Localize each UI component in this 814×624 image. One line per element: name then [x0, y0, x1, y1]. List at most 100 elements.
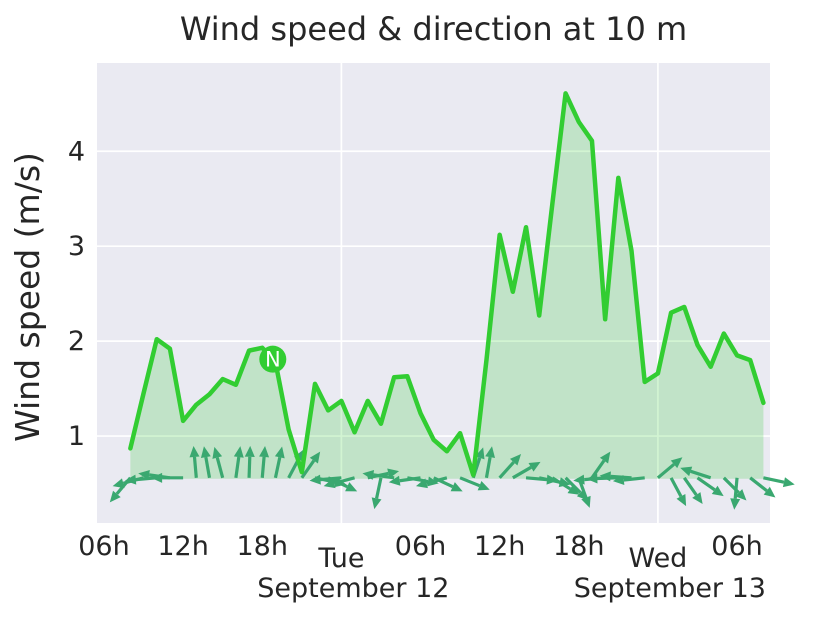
wind-arrow-head [309, 474, 321, 485]
wind-arrow-head [151, 472, 163, 483]
wind-arrow-shaft [320, 476, 342, 482]
x-tick-label: 06h [78, 531, 129, 562]
wind-arrow-head [735, 489, 747, 501]
wind-direction-arrow [273, 446, 285, 479]
x-tick-label: 18h [553, 531, 604, 562]
wind-direction-arrow [212, 446, 225, 479]
wind-direction-arrow [656, 457, 683, 480]
wind-arrow-shaft [696, 476, 716, 492]
wind-direction-arrow [612, 475, 645, 485]
wind-direction-arrow [763, 476, 795, 488]
y-tick-label: 4 [68, 136, 85, 167]
wind-arrow-head [415, 478, 428, 489]
wind-direction-arrow [362, 469, 395, 480]
wind-arrow-shaft [682, 476, 698, 496]
wind-arrow-shaft [763, 476, 785, 484]
date-label: September 12 [257, 573, 449, 604]
wind-arrow-shaft [669, 477, 683, 498]
wind-arrow-head [599, 471, 611, 482]
wind-arrow-shaft [399, 476, 421, 483]
north-marker [259, 345, 287, 373]
wind-arrow-head [573, 474, 585, 485]
wind-arrow-shaft [459, 476, 481, 488]
wind-arrow-shaft [590, 459, 606, 479]
wind-arrow-head [450, 482, 463, 492]
wind-arrow-head [599, 451, 611, 464]
wind-arrow-head [528, 461, 541, 472]
wind-arrow-head [676, 494, 687, 507]
wind-arrow-shaft [333, 476, 355, 485]
wind-arrow-shaft [300, 459, 316, 479]
wind-direction-arrow [730, 477, 741, 510]
day-tick-label: Wed [628, 543, 687, 574]
wind-arrow-head [567, 484, 580, 495]
wind-arrow-head [112, 478, 125, 489]
wind-arrow-shaft [426, 476, 448, 485]
north-marker-label: N [265, 348, 281, 372]
wind-direction-arrow [300, 451, 321, 479]
wind-direction-arrow [309, 474, 342, 485]
wind-arrow-head [138, 469, 150, 480]
wind-direction-arrow [233, 446, 244, 479]
wind-direction-arrow [200, 446, 212, 479]
wind-arrow-head [362, 469, 375, 480]
wind-arrow-head [233, 446, 244, 458]
wind-arrow-head [586, 473, 598, 484]
wind-arrow-head [730, 498, 741, 510]
wind-direction-arrow [151, 472, 184, 483]
y-tick-label: 2 [68, 326, 85, 357]
wind-arrow-head [670, 457, 683, 469]
wind-direction-arrow [244, 445, 255, 478]
wind-arrow-head [509, 454, 522, 466]
wind-direction-arrow [512, 461, 541, 480]
wind-direction-arrow [189, 445, 200, 478]
wind-arrow-head [371, 497, 382, 510]
y-tick-label: 1 [68, 421, 85, 452]
wind-arrow-head [200, 446, 211, 459]
wind-arrow-head [581, 495, 591, 508]
wind-speed-area [130, 93, 764, 479]
wind-direction-arrow [669, 477, 687, 507]
wind-arrow-shaft [192, 456, 198, 478]
wind-arrow-head [782, 477, 795, 488]
wind-arrow-head [124, 474, 137, 485]
wind-direction-arrow [682, 476, 703, 505]
wind-arrow-head [388, 475, 401, 486]
wind-direction-arrow [415, 476, 448, 489]
y-axis-label: Wind speed (m/s) [8, 152, 47, 442]
wind-arrow-shaft [498, 461, 515, 479]
wind-direction-arrow [484, 446, 496, 479]
wind-arrow-head [612, 475, 625, 485]
wind-arrow-shaft [204, 456, 212, 479]
wind-arrow-head [477, 481, 490, 491]
wind-direction-arrow [680, 466, 712, 480]
wind-arrow-shaft [656, 463, 676, 480]
x-tick-label: 12h [474, 531, 525, 562]
wind-direction-arrow [371, 477, 383, 510]
wind-direction-arrow [749, 476, 776, 498]
wind-arrow-shaft [234, 456, 241, 479]
wind-direction-arrow [696, 476, 724, 497]
wind-direction-arrow [388, 475, 421, 486]
wind-arrow-shaft [733, 477, 739, 499]
wind-arrow-head [711, 485, 724, 497]
wind-arrow-shaft [690, 469, 712, 480]
wind-arrow-head [244, 445, 255, 458]
wind-arrow-shaft [373, 473, 395, 480]
wind-arrow-head [323, 478, 336, 489]
wind-arrow-head [680, 466, 693, 477]
date-label: September 13 [574, 573, 766, 604]
y-tick-label: 3 [68, 231, 85, 262]
wind-arrow-head [259, 445, 270, 458]
x-tick-label: 18h [237, 531, 288, 562]
wind-arrow-head [345, 482, 358, 492]
wind-arrow-shaft [273, 456, 282, 479]
wind-arrow-head [763, 486, 776, 498]
wind-arrow-head [274, 446, 285, 459]
wind-arrow-shaft [375, 477, 383, 499]
wind-arrow-shaft [551, 476, 572, 491]
wind-arrow-shaft [623, 476, 645, 482]
wind-direction-arrow [259, 445, 270, 478]
